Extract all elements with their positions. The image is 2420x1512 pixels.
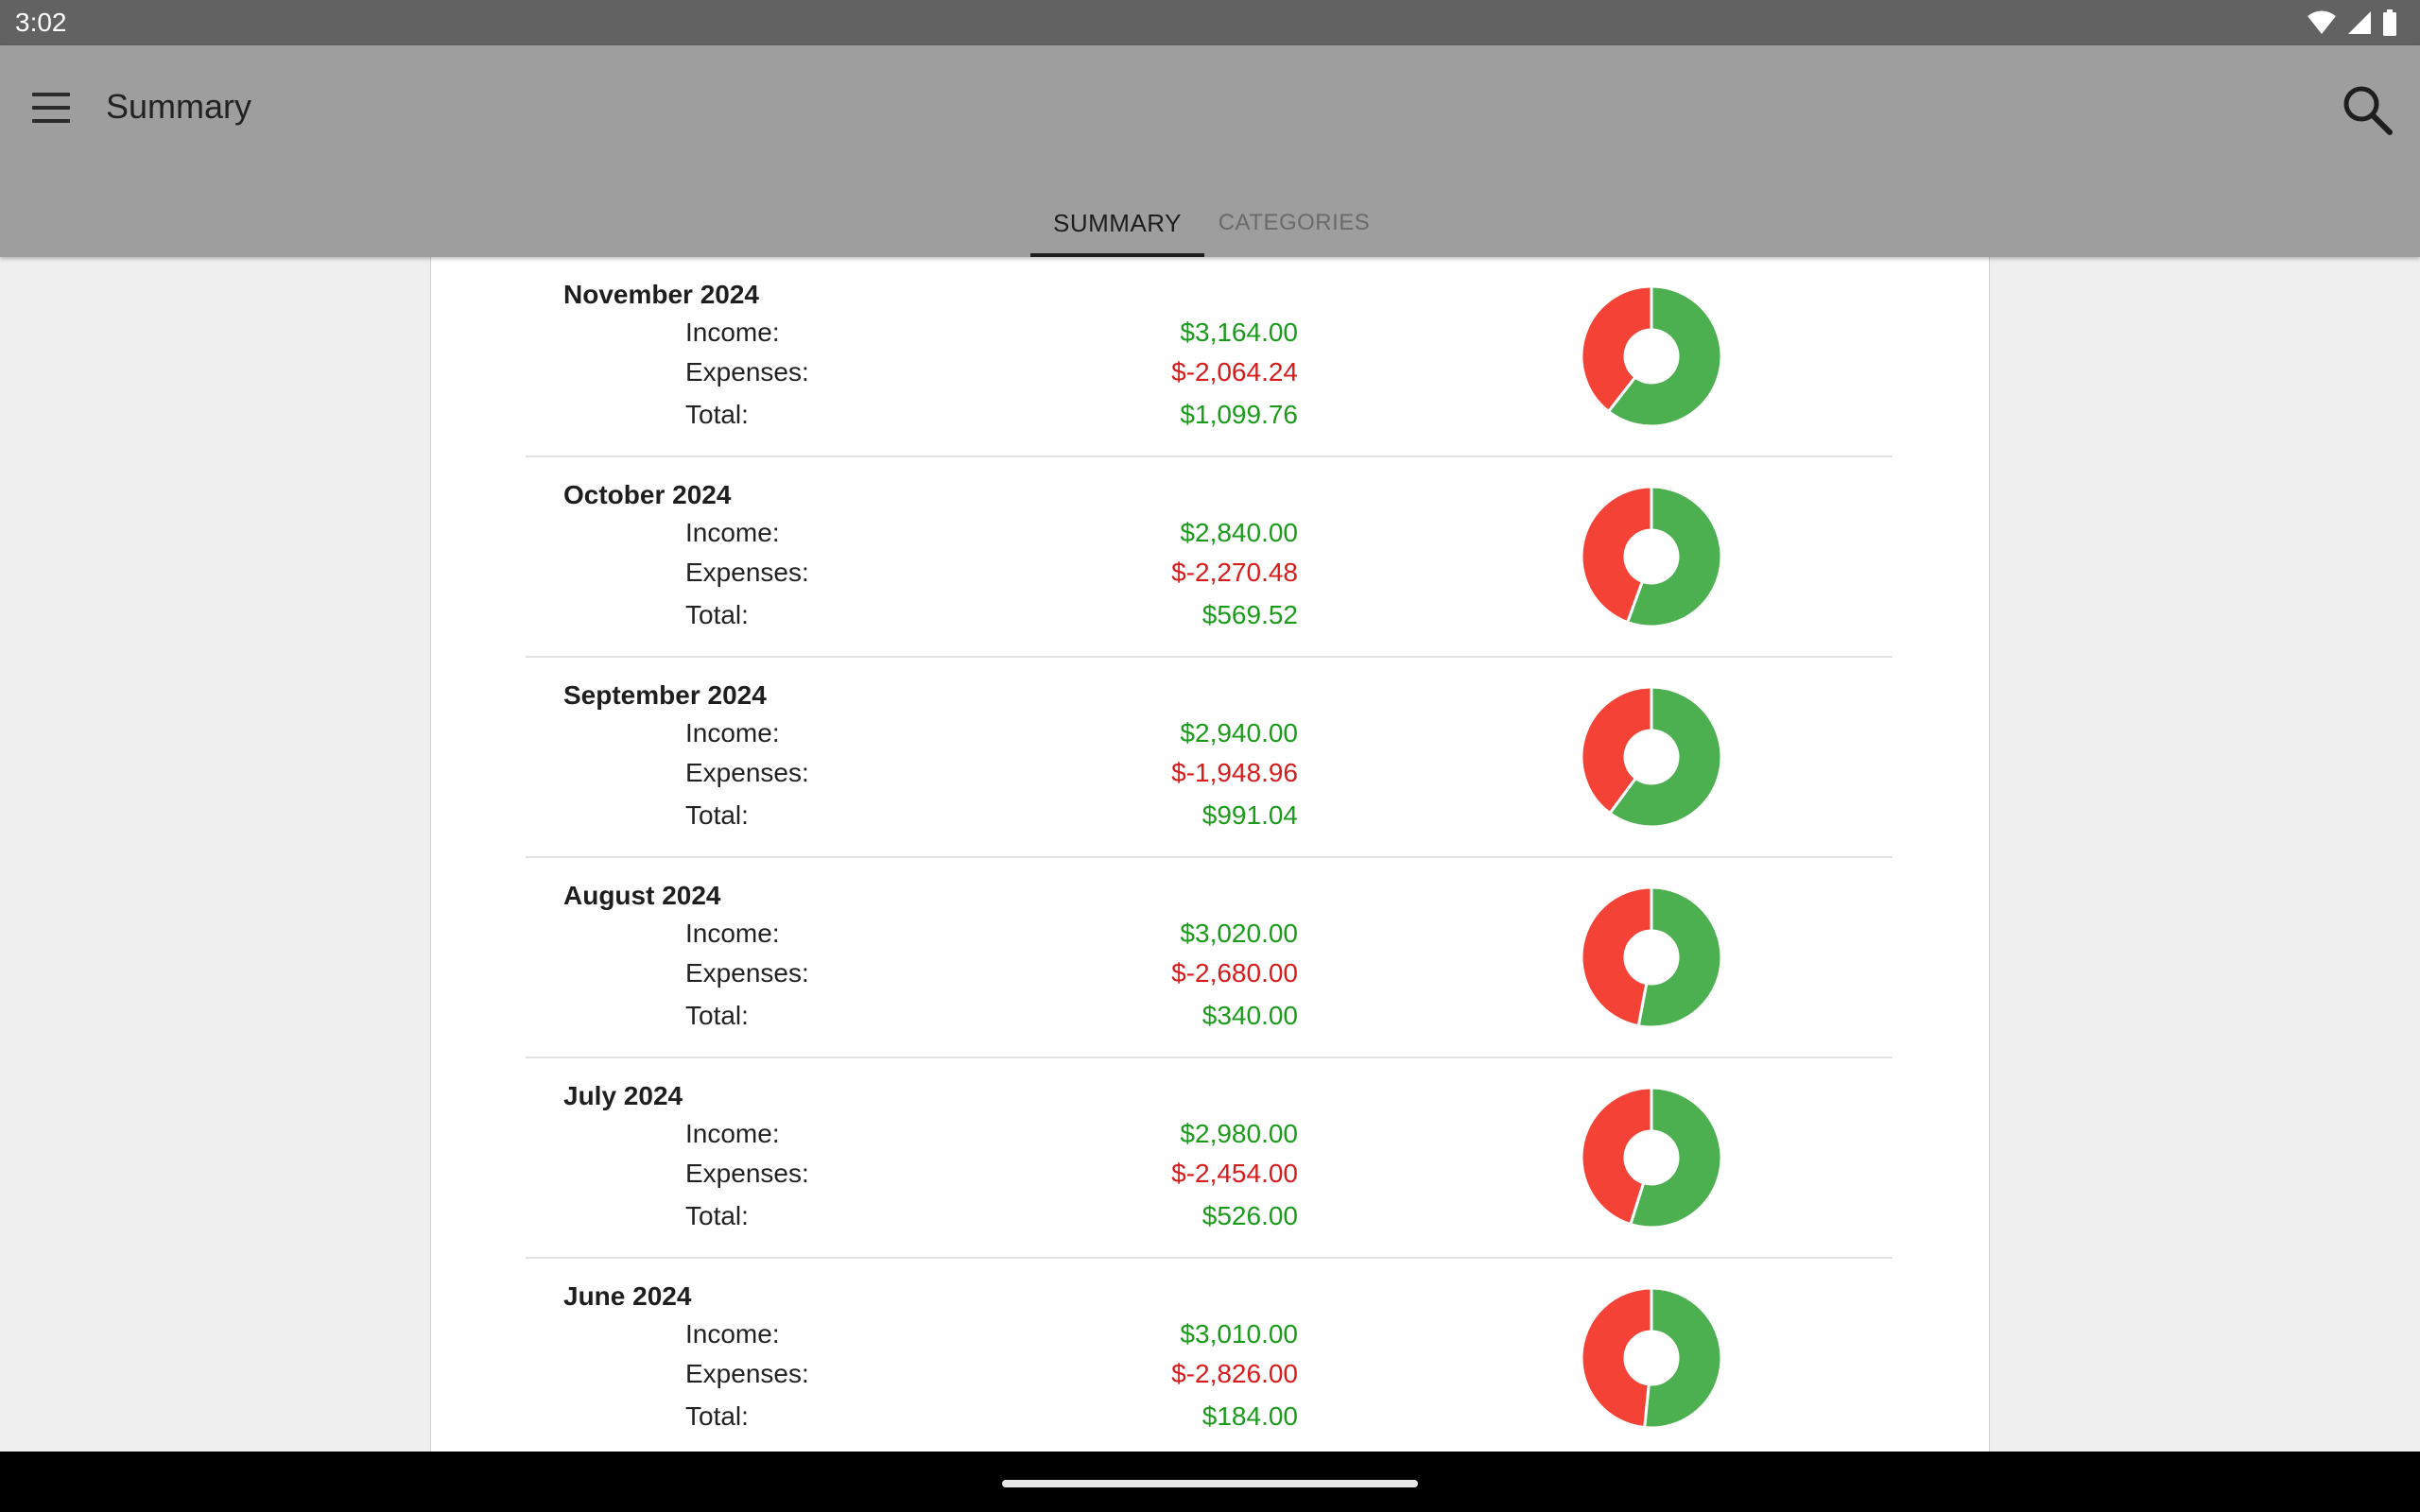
expenses-label: Expenses: bbox=[685, 1159, 809, 1188]
signal-icon bbox=[2348, 11, 2371, 34]
month-list[interactable]: November 2024 Income: $3,164.00 Expenses: $-… bbox=[526, 257, 1893, 1452]
expense-slice bbox=[1581, 486, 1653, 625]
expense-slice bbox=[1581, 1287, 1653, 1429]
status-bar: 3:02 bbox=[0, 0, 2420, 45]
month-row[interactable]: July 2024 Income: $2,980.00 Expenses: $-2,45… bbox=[526, 1058, 1893, 1259]
income-value: $3,020.00 bbox=[1180, 919, 1298, 948]
income-slice bbox=[1607, 686, 1722, 828]
income-value: $3,164.00 bbox=[1180, 318, 1298, 347]
total-value: $340.00 bbox=[1201, 1001, 1298, 1030]
income-expense-donut-chart bbox=[1581, 686, 1722, 828]
expenses-value: $-2,454.00 bbox=[1171, 1159, 1298, 1188]
tab-bar: SUMMARY CATEGORIES bbox=[1030, 189, 1384, 257]
navigation-bar bbox=[0, 1452, 2420, 1512]
app-bar: Summary SUMMARY CATEGORIES bbox=[0, 45, 2420, 257]
income-expense-donut-chart bbox=[1581, 886, 1722, 1028]
income-value: $2,940.00 bbox=[1180, 718, 1298, 747]
status-time: 3:02 bbox=[15, 8, 67, 37]
income-slice bbox=[1643, 1287, 1722, 1429]
income-label: Income: bbox=[685, 1319, 780, 1349]
income-value: $2,840.00 bbox=[1180, 518, 1298, 547]
expenses-value: $-1,948.96 bbox=[1171, 758, 1298, 787]
wifi-icon bbox=[2308, 10, 2336, 34]
expenses-value: $-2,680.00 bbox=[1171, 958, 1298, 988]
income-slice bbox=[1625, 486, 1722, 627]
summary-list-card: November 2024 Income: $3,164.00 Expenses: $-… bbox=[430, 257, 1990, 1452]
income-label: Income: bbox=[685, 1119, 780, 1148]
expense-slice bbox=[1581, 1087, 1653, 1227]
month-title: September 2024 bbox=[563, 680, 767, 710]
month-row[interactable]: November 2024 Income: $3,164.00 Expenses: $-… bbox=[526, 257, 1893, 457]
income-label: Income: bbox=[685, 919, 780, 948]
income-label: Income: bbox=[685, 318, 780, 347]
expenses-value: $-2,270.48 bbox=[1171, 558, 1298, 587]
total-value: $569.52 bbox=[1201, 600, 1298, 629]
month-row[interactable]: June 2024 Income: $3,010.00 Expenses: $-2,82… bbox=[526, 1259, 1893, 1452]
expenses-label: Expenses: bbox=[685, 958, 809, 988]
income-expense-donut-chart bbox=[1581, 1287, 1722, 1429]
expense-slice bbox=[1581, 285, 1653, 414]
total-label: Total: bbox=[685, 1401, 749, 1431]
expense-slice bbox=[1581, 686, 1653, 816]
income-label: Income: bbox=[685, 518, 780, 547]
search-icon[interactable] bbox=[2337, 79, 2397, 140]
income-value: $3,010.00 bbox=[1180, 1319, 1298, 1349]
total-value: $991.04 bbox=[1201, 800, 1298, 830]
total-value: $526.00 bbox=[1201, 1201, 1298, 1230]
total-value: $1,099.76 bbox=[1180, 400, 1298, 429]
tab-categories[interactable]: CATEGORIES bbox=[1218, 210, 1371, 235]
income-slice bbox=[1606, 285, 1722, 427]
expenses-label: Expenses: bbox=[685, 357, 809, 387]
home-gesture-handle[interactable] bbox=[1002, 1480, 1418, 1487]
total-label: Total: bbox=[685, 800, 749, 830]
tab-summary[interactable]: SUMMARY bbox=[1030, 189, 1204, 257]
income-slice bbox=[1636, 886, 1722, 1028]
expenses-label: Expenses: bbox=[685, 758, 809, 787]
income-label: Income: bbox=[685, 718, 780, 747]
total-label: Total: bbox=[685, 1001, 749, 1030]
expense-slice bbox=[1581, 886, 1653, 1028]
income-value: $2,980.00 bbox=[1180, 1119, 1298, 1148]
expenses-value: $-2,826.00 bbox=[1171, 1359, 1298, 1388]
expenses-value: $-2,064.24 bbox=[1171, 357, 1298, 387]
page-title: Summary bbox=[106, 87, 252, 126]
month-title: July 2024 bbox=[563, 1081, 683, 1110]
month-row[interactable]: August 2024 Income: $3,020.00 Expenses: $-2,… bbox=[526, 858, 1893, 1058]
month-row[interactable]: September 2024 Income: $2,940.00 Expenses: $… bbox=[526, 658, 1893, 858]
month-title: November 2024 bbox=[563, 280, 760, 309]
month-title: October 2024 bbox=[563, 480, 732, 509]
expenses-label: Expenses: bbox=[685, 558, 809, 587]
total-label: Total: bbox=[685, 1201, 749, 1230]
month-title: June 2024 bbox=[563, 1281, 692, 1311]
total-value: $184.00 bbox=[1201, 1401, 1298, 1431]
month-title: August 2024 bbox=[563, 881, 721, 910]
month-row[interactable]: October 2024 Income: $2,840.00 Expenses: $-2… bbox=[526, 457, 1893, 658]
expenses-label: Expenses: bbox=[685, 1359, 809, 1388]
income-expense-donut-chart bbox=[1581, 1087, 1722, 1228]
income-expense-donut-chart bbox=[1581, 285, 1722, 427]
income-slice bbox=[1628, 1087, 1722, 1228]
status-icons bbox=[2307, 9, 2397, 36]
hamburger-menu-icon[interactable] bbox=[32, 89, 74, 127]
income-expense-donut-chart bbox=[1581, 486, 1722, 627]
battery-icon bbox=[2383, 9, 2396, 36]
total-label: Total: bbox=[685, 600, 749, 629]
total-label: Total: bbox=[685, 400, 749, 429]
